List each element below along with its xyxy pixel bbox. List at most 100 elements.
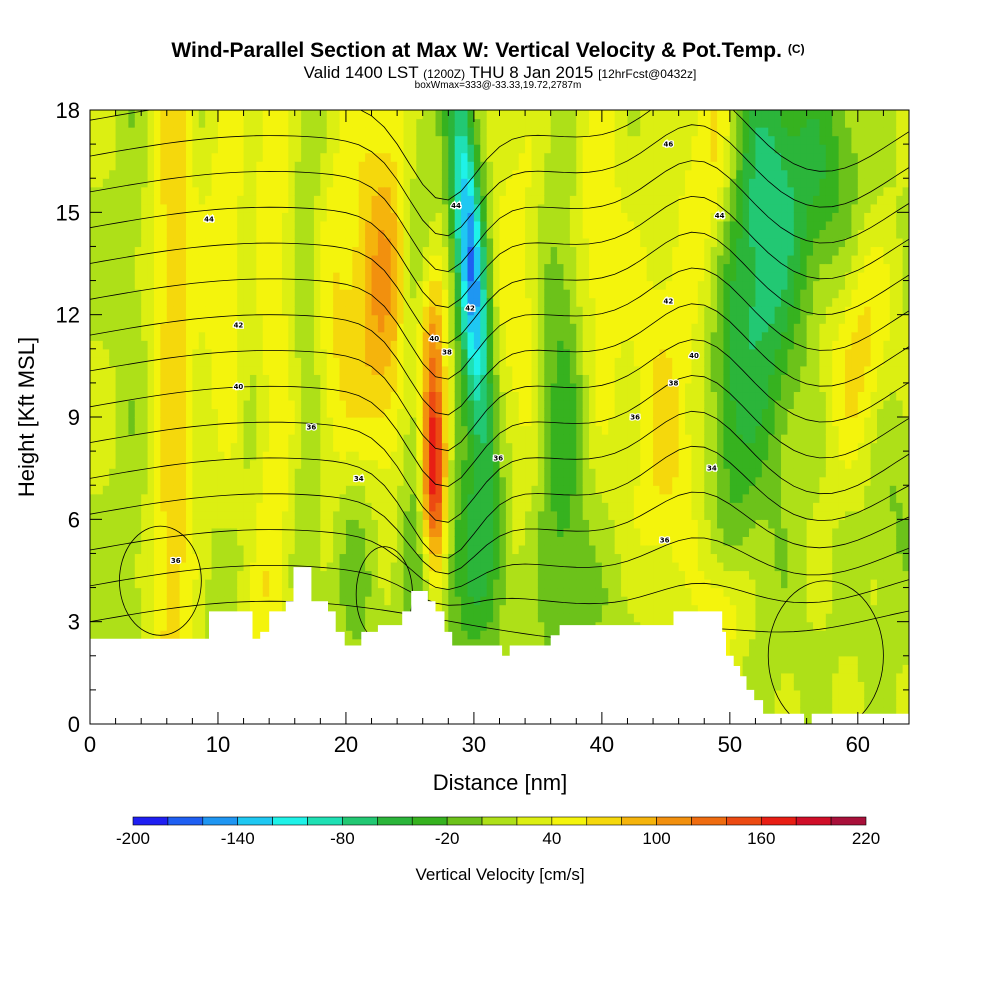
velocity-cell <box>313 536 321 546</box>
velocity-cell <box>416 195 424 205</box>
velocity-cell <box>345 544 353 555</box>
velocity-cell <box>192 630 200 640</box>
velocity-cell <box>109 425 117 435</box>
velocity-cell <box>141 553 149 563</box>
velocity-cell <box>441 246 449 256</box>
velocity-cell <box>371 365 379 375</box>
velocity-cell <box>505 604 513 614</box>
velocity-cell <box>237 425 245 435</box>
velocity-cell <box>198 289 206 299</box>
velocity-cell <box>301 195 309 205</box>
velocity-cell <box>486 203 494 213</box>
velocity-cell <box>185 604 193 614</box>
velocity-cell <box>345 220 353 230</box>
velocity-cell <box>160 502 168 512</box>
velocity-cell <box>441 519 449 529</box>
velocity-cell <box>115 613 123 623</box>
velocity-cell <box>333 323 341 333</box>
velocity-cell <box>365 220 373 230</box>
velocity-cell <box>173 237 181 248</box>
velocity-cell <box>141 493 149 503</box>
velocity-cell <box>525 203 533 213</box>
velocity-cell <box>352 561 360 572</box>
velocity-cell <box>461 229 469 239</box>
velocity-cell <box>358 544 366 555</box>
velocity-cell <box>275 459 283 469</box>
velocity-cell <box>339 613 347 623</box>
velocity-cell <box>166 135 174 145</box>
velocity-cell <box>275 579 283 589</box>
velocity-cell <box>185 127 193 137</box>
velocity-cell <box>390 237 398 248</box>
velocity-cell <box>333 613 341 623</box>
velocity-cell <box>326 203 334 213</box>
velocity-cell <box>345 289 353 299</box>
velocity-cell <box>512 289 520 299</box>
velocity-cell <box>96 425 104 435</box>
velocity-cell <box>333 237 341 248</box>
velocity-cell <box>307 195 315 205</box>
velocity-cell <box>121 613 129 623</box>
velocity-cell <box>262 613 270 623</box>
velocity-cell <box>371 169 379 179</box>
velocity-cell <box>134 195 142 205</box>
velocity-cell <box>365 493 373 503</box>
velocity-cell <box>390 374 398 384</box>
velocity-cell <box>134 297 142 307</box>
velocity-cell <box>480 408 488 418</box>
velocity-cell <box>384 161 392 171</box>
velocity-cell <box>365 553 373 563</box>
velocity-cell <box>518 152 526 162</box>
velocity-cell <box>435 357 443 367</box>
velocity-cell <box>281 135 289 145</box>
velocity-cell <box>230 212 238 222</box>
velocity-cell <box>525 613 533 623</box>
velocity-cell <box>281 118 289 128</box>
velocity-cell <box>384 476 392 486</box>
velocity-cell <box>109 502 117 512</box>
velocity-cell <box>403 127 411 137</box>
velocity-cell <box>473 220 481 230</box>
velocity-cell <box>365 434 373 444</box>
velocity-cell <box>173 468 181 478</box>
velocity-cell <box>192 272 200 282</box>
velocity-cell <box>333 365 341 375</box>
velocity-cell <box>339 254 347 265</box>
velocity-cell <box>249 348 257 358</box>
velocity-cell <box>224 161 232 171</box>
velocity-cell <box>333 544 341 555</box>
velocity-cell <box>326 314 334 324</box>
velocity-cell <box>269 297 277 307</box>
velocity-cell <box>505 596 513 606</box>
velocity-cell <box>198 374 206 384</box>
velocity-cell <box>134 587 142 597</box>
velocity-cell <box>499 485 507 495</box>
velocity-cell <box>288 510 296 520</box>
velocity-cell <box>115 280 123 290</box>
velocity-cell <box>435 417 443 427</box>
velocity-cell <box>525 331 533 341</box>
velocity-cell <box>320 272 328 282</box>
velocity-cell <box>435 382 443 393</box>
velocity-cell <box>294 340 302 350</box>
velocity-cell <box>96 203 104 213</box>
velocity-cell <box>371 348 379 358</box>
velocity-cell <box>422 425 430 435</box>
velocity-cell <box>281 417 289 427</box>
velocity-cell <box>352 638 360 648</box>
velocity-cell <box>147 280 155 290</box>
velocity-cell <box>531 561 539 572</box>
velocity-cell <box>243 212 251 222</box>
velocity-cell <box>371 459 379 469</box>
velocity-cell <box>294 348 302 358</box>
velocity-cell <box>237 382 245 393</box>
velocity-cell <box>365 229 373 239</box>
velocity-cell <box>409 203 417 213</box>
velocity-cell <box>211 331 219 341</box>
velocity-cell <box>518 459 526 469</box>
velocity-cell <box>518 476 526 486</box>
velocity-cell <box>153 553 161 563</box>
velocity-cell <box>192 485 200 495</box>
velocity-cell <box>480 348 488 358</box>
velocity-cell <box>409 212 417 222</box>
